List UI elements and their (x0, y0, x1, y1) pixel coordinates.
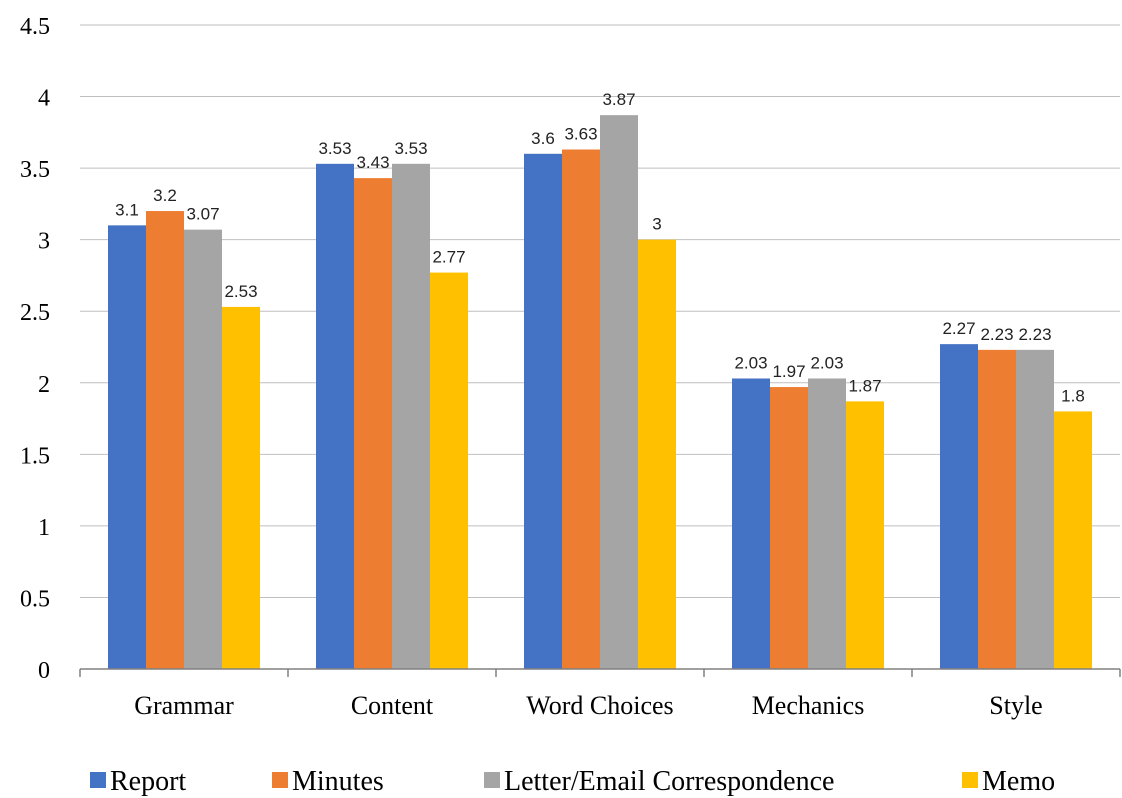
legend-label: Memo (982, 766, 1055, 797)
bar-report (732, 378, 770, 669)
data-label: 2.03 (810, 353, 843, 372)
data-label: 3.6 (531, 129, 555, 148)
x-category-label: Content (351, 691, 434, 720)
y-tick-label: 0 (38, 658, 50, 684)
y-tick-label: 3.5 (20, 157, 50, 183)
legend-swatch (272, 772, 288, 788)
x-category-label: Word Choices (526, 691, 673, 720)
legend-label: Minutes (292, 766, 384, 797)
bar-memo (638, 239, 676, 669)
y-tick-label: 2.5 (20, 300, 50, 326)
data-label: 1.87 (848, 376, 881, 395)
bar-letter-email-correspondence (184, 229, 222, 669)
bar-memo (1054, 411, 1092, 669)
bar-minutes (146, 211, 184, 670)
data-label: 3.07 (186, 205, 219, 224)
bar-report (524, 153, 562, 670)
x-axis: Grammar Content Word Choices Mechanics Style (79, 668, 1121, 720)
y-tick-label: 4.5 (20, 14, 50, 40)
y-tick-label: 2 (38, 372, 50, 398)
bar-report (940, 344, 978, 669)
legend: Report Minutes Letter/Email Correspondence… (90, 766, 1055, 797)
x-category-label: Grammar (134, 691, 234, 720)
bars (108, 115, 1092, 670)
y-axis: 0 0.5 1 1.5 2 2.5 3 3.5 4 4.5 (20, 14, 50, 684)
bar-minutes (562, 149, 600, 670)
y-tick-label: 0.5 (20, 586, 50, 612)
y-tick-label: 1.5 (20, 443, 50, 469)
data-labels: 3.1 3.2 3.07 2.53 3.53 3.43 3.53 2.77 3.6 3.63 3.8… (115, 90, 1085, 405)
y-tick-label: 3 (38, 229, 50, 255)
data-label: 3.43 (356, 153, 389, 172)
legend-swatch (90, 772, 106, 788)
data-label: 2.03 (734, 353, 767, 372)
bar-minutes (770, 387, 808, 669)
data-label: 2.23 (980, 325, 1013, 344)
bar-letter-email-correspondence (392, 163, 430, 669)
data-label: 3.63 (564, 125, 597, 144)
data-label: 3.53 (394, 139, 427, 158)
bar-memo (430, 272, 468, 669)
y-tick-label: 4 (38, 86, 50, 112)
data-label: 3.1 (115, 200, 139, 219)
bar-letter-email-correspondence (600, 115, 638, 669)
legend-label: Report (110, 766, 186, 797)
bar-letter-email-correspondence (808, 378, 846, 669)
data-label: 3.53 (318, 139, 351, 158)
data-label: 1.97 (772, 362, 805, 381)
data-label: 1.8 (1061, 386, 1085, 405)
legend-swatch (962, 772, 978, 788)
legend-label: Letter/Email Correspondence (504, 766, 834, 797)
y-tick-label: 1 (38, 515, 50, 541)
data-label: 3 (652, 215, 661, 234)
x-category-label: Mechanics (752, 691, 865, 720)
data-label: 2.27 (942, 319, 975, 338)
bar-letter-email-correspondence (1016, 349, 1054, 669)
bar-minutes (978, 349, 1016, 669)
bar-minutes (354, 178, 392, 669)
data-label: 2.53 (224, 282, 257, 301)
data-label: 2.23 (1018, 325, 1051, 344)
data-label: 2.77 (432, 248, 465, 267)
x-category-label: Style (989, 691, 1042, 720)
data-label: 3.87 (602, 90, 635, 109)
bar-report (316, 163, 354, 669)
data-label: 3.2 (153, 186, 177, 205)
bar-memo (222, 306, 260, 669)
bar-memo (846, 401, 884, 669)
bar-report (108, 225, 146, 669)
legend-swatch (484, 772, 500, 788)
